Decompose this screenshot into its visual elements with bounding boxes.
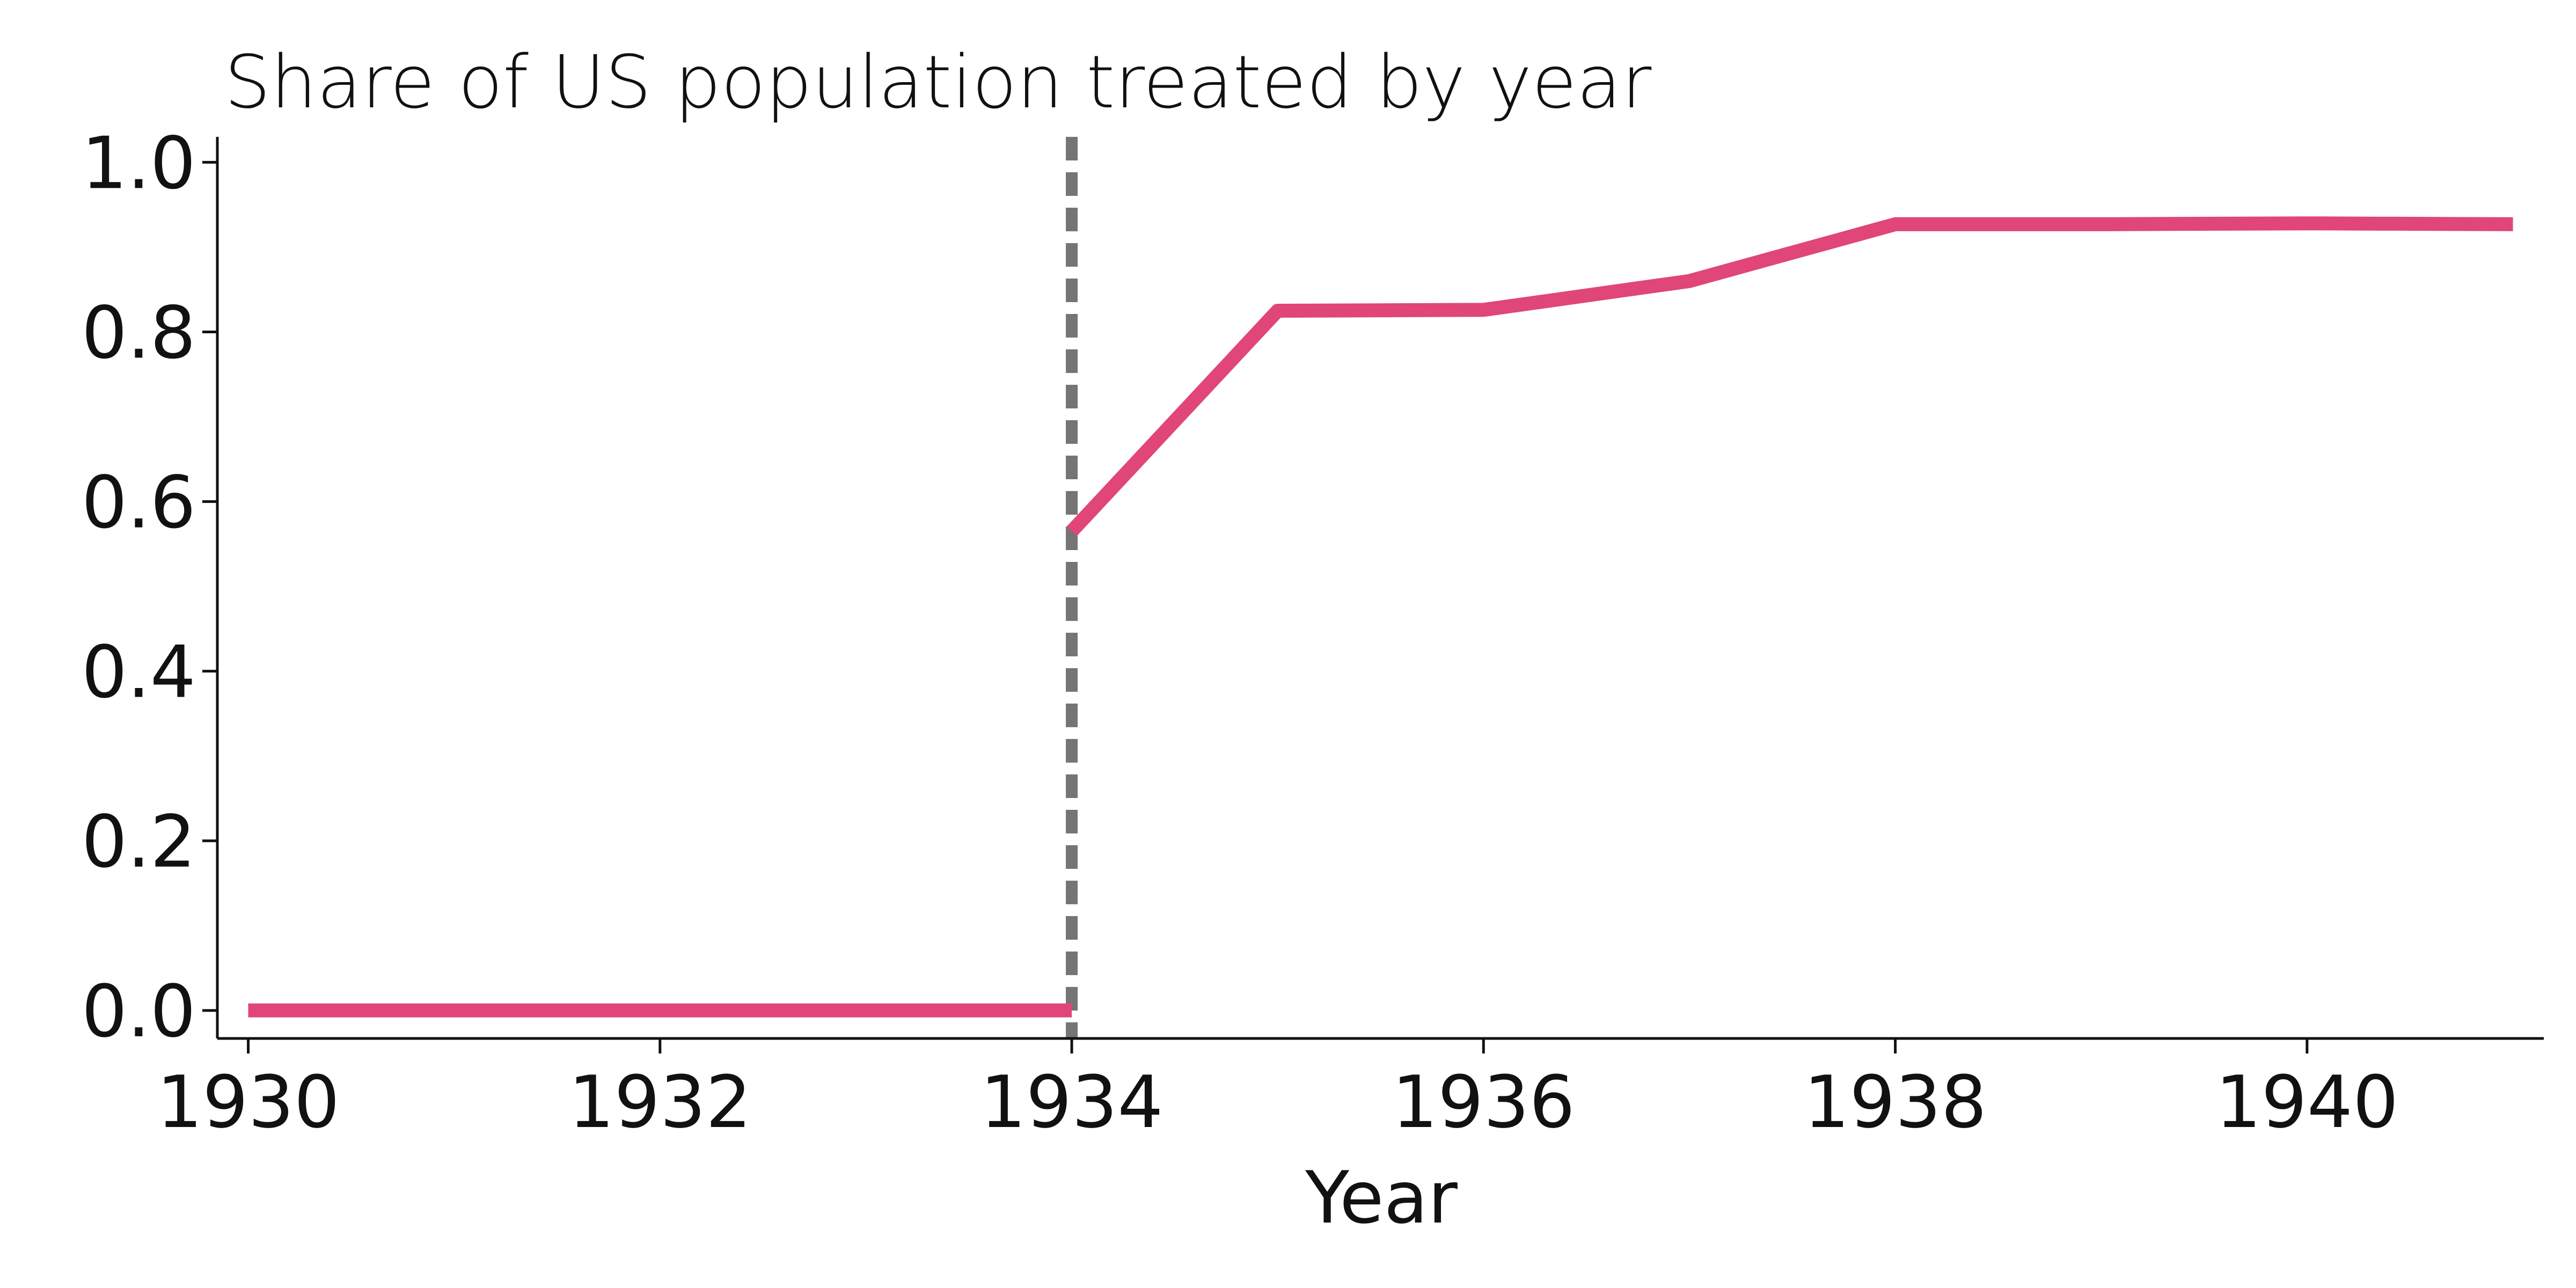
x-tick-label: 1934 bbox=[980, 1060, 1163, 1144]
chart-title: Share of US population treated by year bbox=[224, 40, 1651, 125]
plot-area bbox=[248, 137, 2513, 1038]
y-tick-label: 0.8 bbox=[82, 291, 196, 375]
y-tick-label: 0.2 bbox=[82, 800, 196, 884]
x-ticks: 1930 1932 1934 1936 1938 1940 bbox=[157, 1038, 2398, 1144]
y-tick-label: 0.4 bbox=[82, 631, 196, 714]
x-tick-label: 1930 bbox=[157, 1060, 340, 1144]
x-tick-label: 1938 bbox=[1804, 1060, 1987, 1144]
y-tick-label: 0.6 bbox=[82, 461, 196, 545]
series-line-segment bbox=[1066, 216, 2513, 536]
x-tick-label: 1932 bbox=[568, 1060, 751, 1144]
y-tick-label: 0.0 bbox=[82, 970, 196, 1053]
x-axis-label: Year bbox=[1305, 1156, 1458, 1240]
axes bbox=[216, 137, 2544, 1040]
x-tick-label: 1936 bbox=[1392, 1060, 1575, 1144]
y-ticks: 0.0 0.2 0.4 0.6 0.8 1.0 bbox=[82, 121, 217, 1053]
y-tick-label: 1.0 bbox=[82, 121, 196, 205]
x-tick-label: 1940 bbox=[2215, 1060, 2398, 1144]
